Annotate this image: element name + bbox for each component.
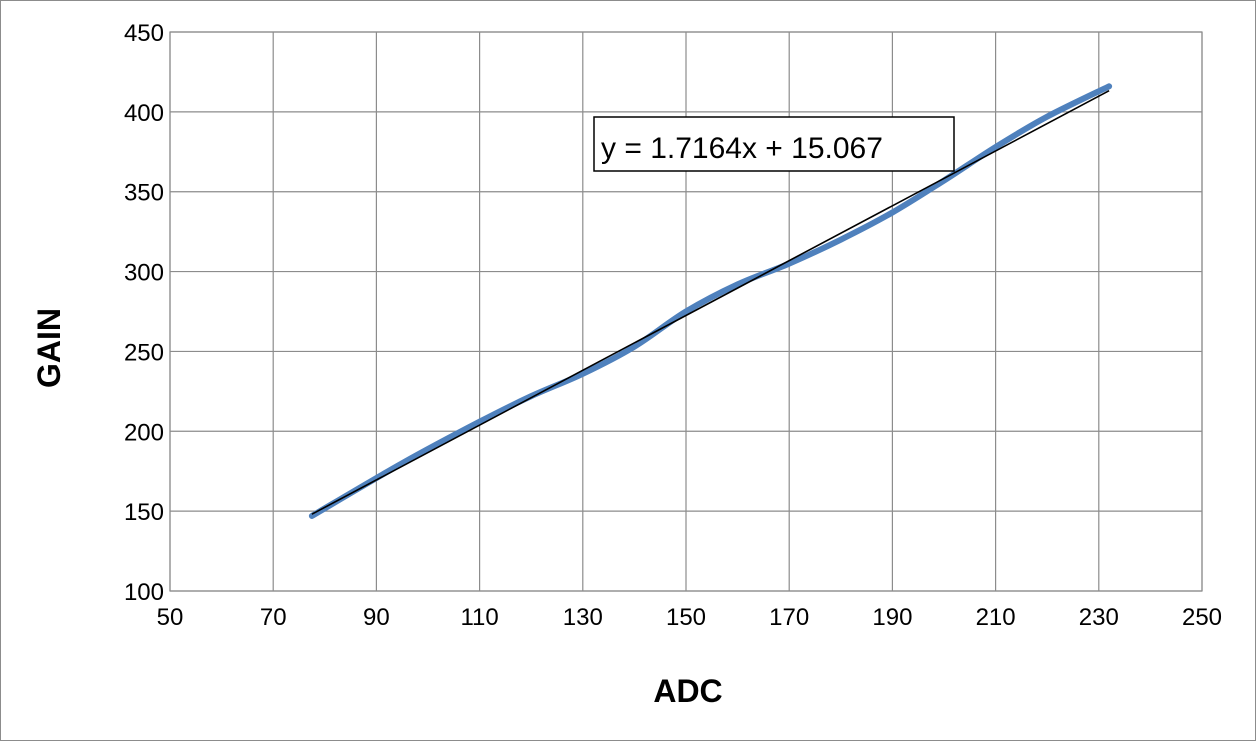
trendline-equation-box: y = 1.7164x + 15.067: [593, 116, 955, 172]
x-tick-labels: 50 70 90 110 130 150 170 190 210 230 250: [157, 604, 1222, 631]
x-tick-label: 150: [666, 604, 706, 631]
series-layer: [308, 83, 1113, 519]
y-tick-label: 250: [124, 339, 164, 366]
x-tick-label: 210: [976, 604, 1016, 631]
x-tick-label: 130: [563, 604, 603, 631]
trendline-equation-frame: [593, 116, 955, 172]
y-tick-labels: 100 150 200 250 300 350 400 450: [124, 20, 164, 606]
x-tick-label: 50: [157, 604, 184, 631]
y-tick-label: 150: [124, 499, 164, 526]
y-tick-label: 300: [124, 260, 164, 287]
y-tick-label: 200: [124, 419, 164, 446]
x-tick-label: 250: [1182, 604, 1222, 631]
y-tick-label: 400: [124, 100, 164, 127]
y-tick-label: 450: [124, 20, 164, 47]
series-line: [308, 83, 1113, 519]
y-tick-label: 100: [124, 579, 164, 606]
x-tick-label: 90: [363, 604, 390, 631]
x-tick-label: 70: [260, 604, 287, 631]
trendline: [311, 89, 1110, 515]
y-axis-title: GAIN: [31, 308, 67, 388]
x-tick-label: 190: [872, 604, 912, 631]
x-tick-label: 110: [460, 604, 498, 631]
x-tick-label: 170: [769, 604, 809, 631]
trendline-layer: [311, 89, 1110, 515]
x-tick-label: 230: [1079, 604, 1119, 631]
y-tick-label: 350: [124, 180, 164, 207]
trendline-equation-label: y = 1.7164x + 15.067: [601, 132, 883, 165]
x-axis-title: ADC: [653, 673, 722, 709]
plot-area: [169, 31, 1203, 592]
plot-area-border: [169, 31, 1203, 592]
